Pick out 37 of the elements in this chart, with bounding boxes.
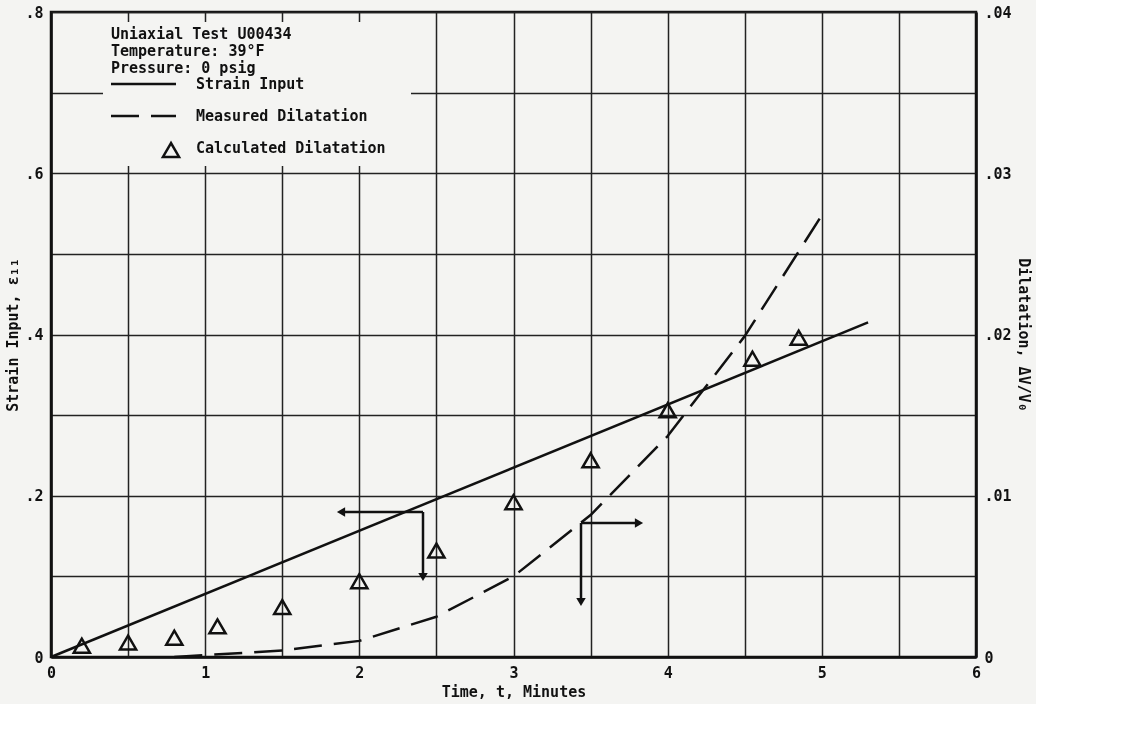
x-tick-label: 2 [355,663,365,682]
y-tick-label: .6 [25,164,44,183]
point [208,618,227,635]
x-tick-label: 3 [509,663,519,682]
point [118,634,138,651]
point [165,629,184,646]
x-axis-title: Time, t, Minutes [441,682,587,701]
point [427,542,446,559]
point [72,637,92,654]
point [581,452,600,469]
x-tick-label: 1 [201,663,211,682]
annotation: Pressure: 0 psig [111,59,256,77]
y2-tick-label: .03 [984,164,1012,183]
point [350,572,369,590]
y-tick-label: .8 [25,3,44,22]
x-tick-label: 4 [663,663,673,682]
x-tick-label: 0 [46,663,57,682]
y2-tick-label: 0 [984,648,994,667]
x-tick-label: 6 [971,663,982,682]
y2-axis-title: Dilatation, ΔV/V₀ [1014,258,1033,412]
annotation: Temperature: 39°F [111,42,265,60]
point [658,402,677,419]
point [504,493,523,511]
point [272,598,292,616]
legend-label: Calculated Dilatation [196,139,386,157]
y-tick-label: 0 [34,648,44,667]
point [743,350,762,367]
x-tick-label: 5 [817,663,827,682]
point [789,329,809,346]
y2-tick-label: .01 [984,487,1012,506]
y2-tick-label: .04 [984,3,1012,22]
y-axis-title: Strain Input, ε₁₁ [4,258,23,412]
y-tick-label: .2 [25,487,44,506]
y2-tick-label: .02 [984,326,1012,344]
legend-label: Measured Dilatation [196,107,368,125]
annotation: Uniaxial Test U00434 [111,25,292,43]
y-tick-label: .4 [25,326,44,344]
